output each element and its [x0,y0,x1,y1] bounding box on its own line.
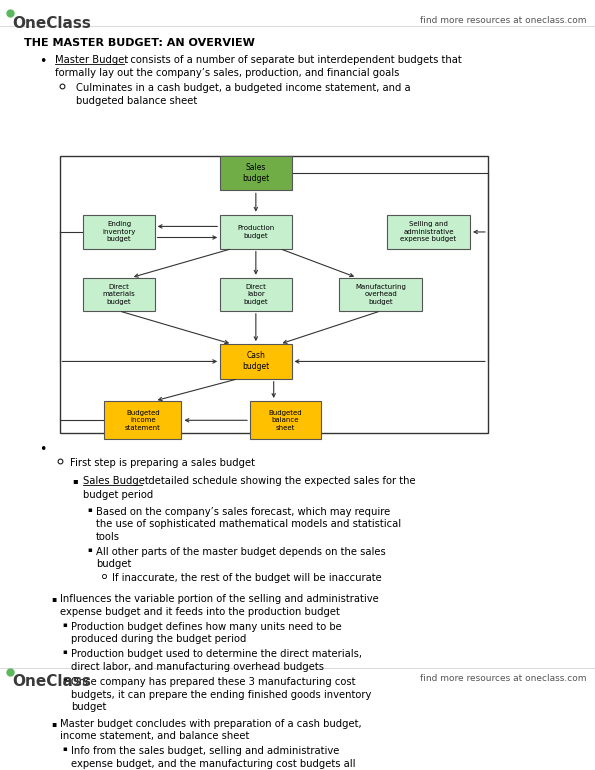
Text: THE MASTER BUDGET: AN OVERVIEW: THE MASTER BUDGET: AN OVERVIEW [24,38,255,48]
Text: income statement, and balance sheet: income statement, and balance sheet [60,732,249,742]
Text: ▪: ▪ [62,622,67,628]
Text: expense budget, and the manufacturing cost budgets all: expense budget, and the manufacturing co… [71,759,355,769]
Text: Info from the sales budget, selling and administrative: Info from the sales budget, selling and … [71,746,339,756]
Text: Production
budget: Production budget [237,225,274,239]
Text: Cash
budget: Cash budget [242,351,270,371]
Text: •: • [39,55,46,69]
Text: First step is preparing a sales budget: First step is preparing a sales budget [70,458,255,468]
Text: tools: tools [96,532,120,542]
Text: expense budget and it feeds into the production budget: expense budget and it feeds into the pro… [60,607,340,617]
Text: budget: budget [96,560,131,570]
FancyBboxPatch shape [220,344,292,379]
Text: Sales Budget: Sales Budget [83,476,149,486]
FancyBboxPatch shape [104,401,181,440]
Text: ▪: ▪ [62,677,67,683]
Text: budgeted balance sheet: budgeted balance sheet [76,95,197,105]
FancyBboxPatch shape [339,278,422,311]
Text: ▪: ▪ [87,507,92,513]
Text: the use of sophisticated mathematical models and statistical: the use of sophisticated mathematical mo… [96,519,401,529]
Text: formally lay out the company’s sales, production, and financial goals: formally lay out the company’s sales, pr… [55,68,400,78]
FancyBboxPatch shape [387,216,470,249]
Text: ▪: ▪ [62,746,67,752]
Text: Ending
inventory
budget: Ending inventory budget [102,222,136,243]
FancyBboxPatch shape [250,401,321,440]
Text: : detailed schedule showing the expected sales for the: : detailed schedule showing the expected… [142,476,416,486]
Text: budgets, it can prepare the ending finished goods inventory: budgets, it can prepare the ending finis… [71,690,371,700]
FancyBboxPatch shape [220,156,292,190]
FancyBboxPatch shape [220,216,292,249]
FancyBboxPatch shape [83,278,155,311]
Text: Based on the company’s sales forecast, which may require: Based on the company’s sales forecast, w… [96,507,390,517]
FancyBboxPatch shape [220,278,292,311]
Text: budget period: budget period [83,490,154,500]
Text: ▪: ▪ [87,547,92,553]
Text: Budgeted
balance
sheet: Budgeted balance sheet [269,410,302,430]
Text: OneClass: OneClass [12,675,91,689]
Text: direct labor, and manufacturing overhead budgets: direct labor, and manufacturing overhead… [71,662,324,672]
Text: Direct
materials
budget: Direct materials budget [102,284,136,305]
Text: ▪: ▪ [73,476,78,484]
Text: Sales
budget: Sales budget [242,163,270,183]
Text: Manufacturing
overhead
budget: Manufacturing overhead budget [355,284,406,305]
Text: Master budget concludes with preparation of a cash budget,: Master budget concludes with preparation… [60,718,362,728]
Text: ▪: ▪ [62,649,67,655]
Text: •: • [39,444,46,456]
Text: Production budget defines how many units need to be: Production budget defines how many units… [71,622,342,631]
Text: Direct
labor
budget: Direct labor budget [243,284,268,305]
Text: Influences the variable portion of the selling and administrative: Influences the variable portion of the s… [60,594,379,604]
Text: Master Budget: Master Budget [55,55,129,65]
Text: ▪: ▪ [52,594,57,603]
Text: find more resources at oneclass.com: find more resources at oneclass.com [419,16,586,25]
Text: produced during the budget period: produced during the budget period [71,634,246,644]
FancyBboxPatch shape [83,216,155,249]
Text: find more resources at oneclass.com: find more resources at oneclass.com [419,675,586,684]
Text: Culminates in a cash budget, a budgeted income statement, and a: Culminates in a cash budget, a budgeted … [76,83,410,93]
Text: Budgeted
income
statement: Budgeted income statement [125,410,161,430]
Text: All other parts of the master budget depends on the sales: All other parts of the master budget dep… [96,547,386,557]
Text: ▪: ▪ [52,718,57,728]
Text: : consists of a number of separate but interdependent budgets that: : consists of a number of separate but i… [124,55,462,65]
Text: If inaccurate, the rest of the budget will be inaccurate: If inaccurate, the rest of the budget wi… [112,574,381,584]
Text: budget: budget [71,702,106,712]
Text: OneClass: OneClass [12,16,91,31]
Text: Selling and
administrative
expense budget: Selling and administrative expense budge… [400,222,456,243]
Text: Production budget used to determine the direct materials,: Production budget used to determine the … [71,649,362,659]
Text: Once company has prepared these 3 manufacturing cost: Once company has prepared these 3 manufa… [71,677,355,687]
